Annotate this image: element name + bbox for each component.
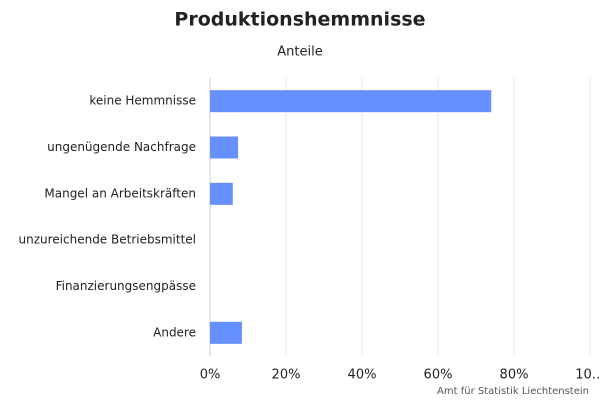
credit: Amt für Statistik Liechtenstein bbox=[437, 386, 589, 397]
x-tick-label: 20% bbox=[272, 368, 301, 383]
x-tick-label: 80% bbox=[500, 368, 529, 383]
x-tick-label: 60% bbox=[424, 368, 453, 383]
y-tick-label: unzureichende Betriebsmittel bbox=[19, 233, 197, 247]
bar bbox=[210, 321, 242, 344]
y-tick-label: Andere bbox=[153, 325, 196, 339]
x-tick-label: 0% bbox=[200, 368, 221, 383]
bar bbox=[210, 136, 239, 159]
y-tick-label: ungenügende Nachfrage bbox=[47, 140, 196, 154]
bar bbox=[210, 90, 492, 113]
chart-subtitle: Anteile bbox=[277, 45, 322, 60]
y-tick-label: Finanzierungsengpässe bbox=[56, 279, 196, 293]
bar bbox=[210, 182, 233, 205]
x-tick-label: 10… bbox=[575, 368, 600, 383]
y-tick-label: Mangel an Arbeitskräften bbox=[44, 186, 196, 200]
chart-title: Produktionshemmnisse bbox=[174, 9, 425, 31]
y-tick-label: keine Hemmnisse bbox=[89, 94, 196, 108]
x-tick-label: 40% bbox=[348, 368, 377, 383]
